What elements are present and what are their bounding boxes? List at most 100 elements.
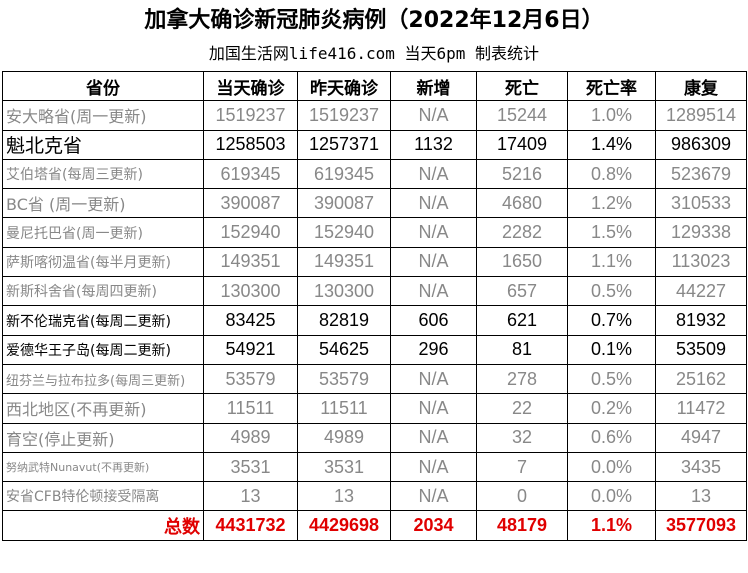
cell: 129338 (655, 217, 747, 248)
cell: 390087 (203, 188, 298, 219)
cell: N/A (390, 451, 477, 483)
cell: N/A (390, 481, 477, 512)
cell: N/A (390, 217, 477, 248)
cell: 15244 (476, 100, 568, 131)
cell: 152940 (203, 217, 298, 248)
cell: 13 (297, 481, 391, 512)
cell: 1258503 (203, 129, 298, 160)
cell: 11511 (297, 393, 391, 424)
cell: N/A (390, 363, 477, 395)
province-name: 育空(停止更新) (2, 422, 204, 453)
cell: N/A (390, 246, 477, 278)
cell: 25162 (655, 363, 747, 395)
cell: 2282 (476, 217, 568, 248)
cell: N/A (390, 100, 477, 131)
cell: 149351 (203, 246, 298, 278)
cell: 54921 (203, 334, 298, 365)
cell: 0.0% (567, 481, 656, 512)
total-label: 总数 (2, 510, 204, 541)
cell: 390087 (297, 188, 391, 219)
total-cell: 3577093 (655, 510, 747, 541)
cell: 3435 (655, 451, 747, 483)
cell: 1.4% (567, 129, 656, 160)
column-header: 省份 (2, 70, 204, 102)
cell: 986309 (655, 129, 747, 160)
title: 加拿大确诊新冠肺炎病例（2022年12月6日） (144, 8, 604, 33)
cell: 0.8% (567, 158, 656, 190)
cell: 32 (476, 422, 568, 453)
cell: 296 (390, 334, 477, 365)
cell: 0 (476, 481, 568, 512)
total-row: 总数 4431732 4429698 2034 48179 1.1% 3577093 (2, 510, 747, 541)
province-name: 新不伦瑞克省(每周二更新) (2, 305, 204, 336)
table-row: 曼尼托巴省(周一更新) 152940 152940 N/A 2282 1.5% 129338 (2, 217, 747, 248)
cell: 619345 (297, 158, 391, 190)
province-name: 曼尼托巴省(周一更新) (2, 217, 204, 248)
cell: 82819 (297, 305, 391, 336)
cell: 5216 (476, 158, 568, 190)
cell: N/A (390, 188, 477, 219)
column-header: 死亡率 (567, 70, 656, 102)
table-row: 安省CFB特伦顿接受隔离 13 13 N/A 0 0.0% 13 (2, 481, 747, 512)
cell: 1289514 (655, 100, 747, 131)
data-table: 省份 当天确诊 昨天确诊 新增 死亡 死亡率 康复 安大略省(周一更新) 1519237 151… (2, 70, 747, 541)
header-row: 省份 当天确诊 昨天确诊 新增 死亡 死亡率 康复 (2, 70, 747, 102)
table-row: 纽芬兰与拉布拉多(每周三更新) 53579 53579 N/A 278 0.5% 25162 (2, 363, 747, 395)
column-header: 新增 (390, 70, 477, 102)
table-row: 魁北克省 1258503 1257371 1132 17409 1.4% 986309 (2, 129, 747, 160)
cell: 81932 (655, 305, 747, 336)
total-cell: 4431732 (203, 510, 298, 541)
table-row: 安大略省(周一更新) 1519237 1519237 N/A 15244 1.0% 1289… (2, 100, 747, 131)
cell: N/A (390, 158, 477, 190)
cell: 4989 (297, 422, 391, 453)
cell: 130300 (203, 276, 298, 307)
cell: 113023 (655, 246, 747, 278)
cell: 4680 (476, 188, 568, 219)
cell: 22 (476, 393, 568, 424)
cell: 149351 (297, 246, 391, 278)
cell: 1.2% (567, 188, 656, 219)
subtitle: 加国生活网life416.com 当天6pm 制表统计 (208, 44, 540, 63)
cell: 3531 (297, 451, 391, 483)
cell: 0.5% (567, 276, 656, 307)
total-cell: 4429698 (297, 510, 391, 541)
column-header: 死亡 (476, 70, 568, 102)
province-name: 努纳武特Nunavut(不再更新) (2, 451, 204, 483)
cell: N/A (390, 393, 477, 424)
cell: 310533 (655, 188, 747, 219)
cell: 0.7% (567, 305, 656, 336)
cell: 13 (203, 481, 298, 512)
cell: 44227 (655, 276, 747, 307)
cell: 278 (476, 363, 568, 395)
total-cell: 2034 (390, 510, 477, 541)
cell: 3531 (203, 451, 298, 483)
province-name: 爱德华王子岛(每周二更新) (2, 334, 204, 365)
cell: 1132 (390, 129, 477, 160)
table-row: 新斯科舍省(每周四更新) 130300 130300 N/A 657 0.5% 44227 (2, 276, 747, 307)
cell: 0.2% (567, 393, 656, 424)
cell: 4947 (655, 422, 747, 453)
table-row: 努纳武特Nunavut(不再更新) 3531 3531 N/A 7 0.0% 3435 (2, 451, 747, 483)
cell: 81 (476, 334, 568, 365)
cell: 0.6% (567, 422, 656, 453)
table-row: 萨斯喀彻温省(每半月更新) 149351 149351 N/A 1650 1.1% 1130… (2, 246, 747, 278)
column-header: 当天确诊 (203, 70, 298, 102)
column-header: 康复 (655, 70, 747, 102)
total-cell: 1.1% (567, 510, 656, 541)
cell: 0.1% (567, 334, 656, 365)
cell: 657 (476, 276, 568, 307)
total-cell: 48179 (476, 510, 568, 541)
table-row: 艾伯塔省(每周三更新) 619345 619345 N/A 5216 0.8% 523679 (2, 158, 747, 190)
cell: 17409 (476, 129, 568, 160)
cell: 1650 (476, 246, 568, 278)
cell: 53579 (297, 363, 391, 395)
province-name: 萨斯喀彻温省(每半月更新) (2, 246, 204, 278)
province-name: BC省 (周一更新) (2, 188, 204, 219)
province-name: 新斯科舍省(每周四更新) (2, 276, 204, 307)
table-row: BC省 (周一更新) 390087 390087 N/A 4680 1.2% 310533 (2, 188, 747, 219)
cell: 13 (655, 481, 747, 512)
cell: N/A (390, 422, 477, 453)
column-header: 昨天确诊 (297, 70, 391, 102)
cell: 606 (390, 305, 477, 336)
